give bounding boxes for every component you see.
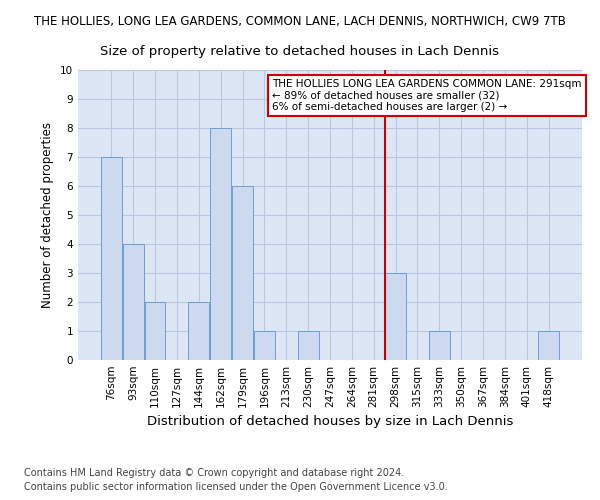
Text: THE HOLLIES LONG LEA GARDENS COMMON LANE: 291sqm
← 89% of detached houses are sm: THE HOLLIES LONG LEA GARDENS COMMON LANE…: [272, 78, 581, 112]
Bar: [210, 128, 231, 360]
Text: THE HOLLIES, LONG LEA GARDENS, COMMON LANE, LACH DENNIS, NORTHWICH, CW9 7TB: THE HOLLIES, LONG LEA GARDENS, COMMON LA…: [34, 15, 566, 28]
Bar: [145, 302, 166, 360]
Bar: [385, 273, 406, 360]
Y-axis label: Number of detached properties: Number of detached properties: [41, 122, 55, 308]
Bar: [188, 302, 209, 360]
Text: Contains HM Land Registry data © Crown copyright and database right 2024.: Contains HM Land Registry data © Crown c…: [24, 468, 404, 477]
Bar: [429, 331, 450, 360]
Bar: [123, 244, 143, 360]
Bar: [254, 331, 275, 360]
X-axis label: Distribution of detached houses by size in Lach Dennis: Distribution of detached houses by size …: [147, 416, 513, 428]
Bar: [538, 331, 559, 360]
Text: Size of property relative to detached houses in Lach Dennis: Size of property relative to detached ho…: [101, 45, 499, 58]
Bar: [232, 186, 253, 360]
Text: Contains public sector information licensed under the Open Government Licence v3: Contains public sector information licen…: [24, 482, 448, 492]
Bar: [298, 331, 319, 360]
Bar: [101, 157, 122, 360]
